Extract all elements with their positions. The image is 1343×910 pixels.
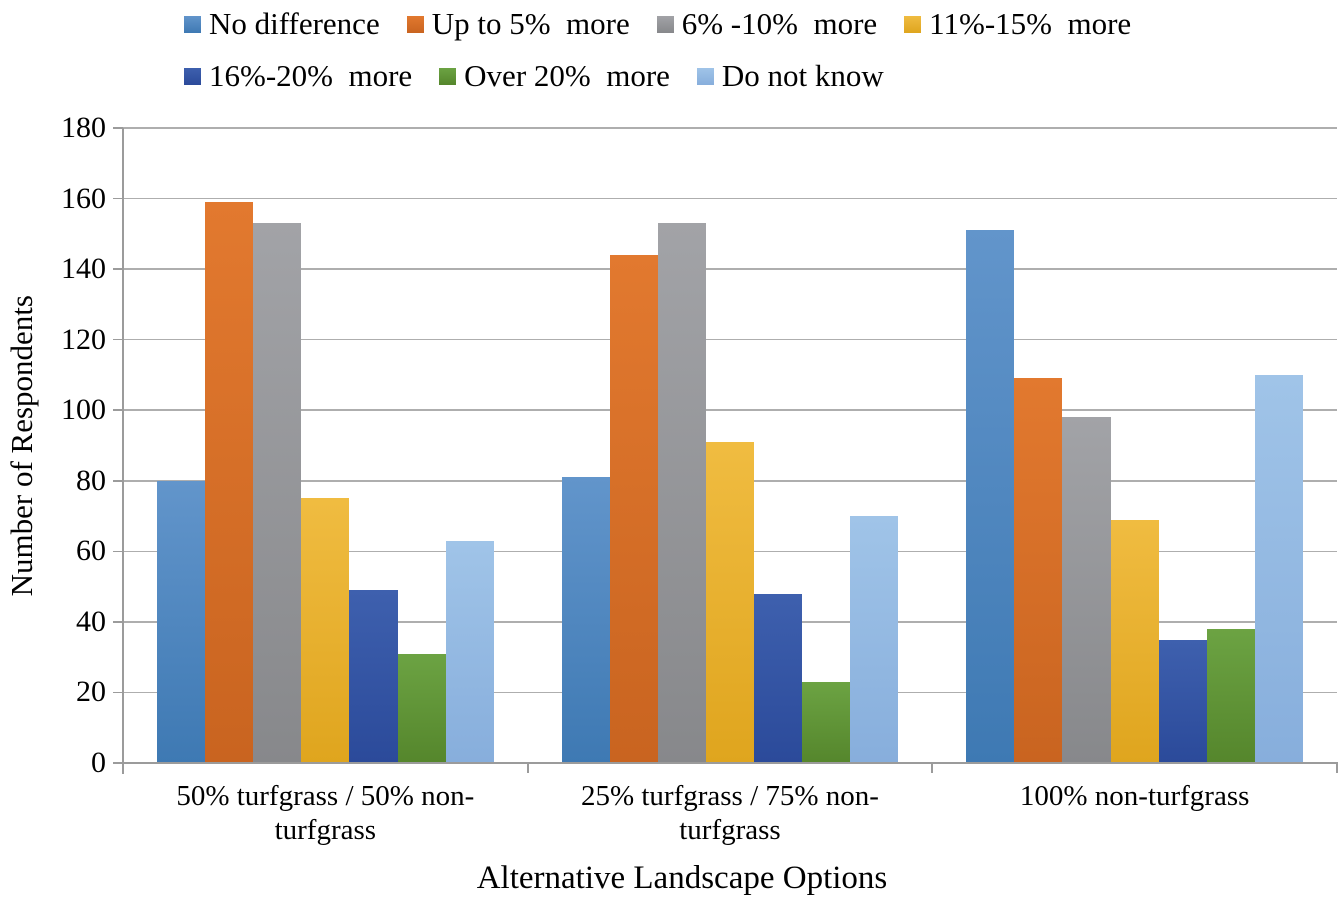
y-axis-tick [113, 338, 123, 341]
bar [802, 681, 851, 763]
legend-swatch [184, 67, 201, 85]
y-axis-tick [113, 480, 123, 482]
y-tick-label: 80 [76, 463, 106, 497]
legend-swatch [904, 15, 922, 33]
y-axis-tick [113, 550, 123, 553]
legend-label: Do not know [721, 58, 884, 93]
x-axis-tick [526, 763, 529, 773]
y-axis-line [122, 128, 124, 774]
bar [253, 223, 302, 763]
bar [349, 590, 398, 763]
legend-label: 16%-20% more [209, 58, 413, 93]
legend-item: 16%-20% more [184, 56, 412, 96]
bar [156, 480, 205, 763]
y-tick-label: 180 [61, 111, 106, 144]
legend-item: Up to 5% more [406, 4, 630, 44]
y-axis-tick [113, 409, 123, 411]
x-category-label-text: 100% non-turfgrass [1019, 780, 1250, 812]
x-category-label: 100% non-turfgrass [932, 779, 1337, 813]
bar [1110, 519, 1159, 763]
bar [754, 593, 803, 763]
legend-swatch [406, 15, 424, 33]
bar [1014, 378, 1063, 763]
legend-item: Do not know [696, 56, 884, 96]
y-tick-label: 140 [61, 252, 106, 286]
bar [445, 540, 494, 763]
bar [609, 255, 658, 763]
y-tick-label: 20 [76, 675, 106, 709]
legend-swatch [696, 67, 714, 85]
bar [850, 516, 899, 763]
x-category-label: 50% turfgrass / 50% non-turfgrass [123, 779, 528, 847]
y-tick-label: 0 [91, 746, 106, 779]
y-axis-title-text: Number of Respondents [4, 294, 39, 597]
legend-row-1: No difference Up to 5% more 6% -10% more 11… [184, 4, 1131, 44]
y-axis-title: Number of Respondents [0, 128, 44, 763]
legend-item: Over 20% more [439, 56, 670, 96]
bar [1255, 374, 1304, 763]
bar [1158, 639, 1207, 763]
legend-swatch [656, 15, 674, 33]
y-axis-tick [113, 621, 123, 623]
x-category-label: 25% turfgrass / 75% non-turfgrass [528, 779, 933, 847]
legend-label: Over 20% more [464, 58, 670, 93]
legend-item: 6% -10% more [656, 4, 878, 44]
legend-label: Up to 5% more [431, 6, 630, 41]
y-axis-tick [113, 127, 123, 129]
y-tick-label: 100 [61, 393, 106, 427]
bar [204, 202, 254, 763]
legend-item: No difference [184, 4, 380, 44]
x-axis-tick [931, 763, 934, 773]
bar [561, 477, 610, 763]
plot-area [123, 127, 1337, 763]
x-category-label-text: 25% turfgrass / 75% non-turfgrass [580, 780, 879, 846]
legend-item: 11%-15% more [904, 4, 1131, 44]
x-category-label-text: 50% turfgrass / 50% non-turfgrass [176, 780, 475, 846]
x-axis-tick [1336, 763, 1338, 773]
x-axis-line [123, 762, 1338, 764]
bar [1062, 417, 1111, 763]
y-tick-label: 160 [61, 181, 106, 215]
gridline [123, 127, 1337, 129]
y-axis-tick [113, 691, 123, 694]
gridline [123, 409, 1337, 411]
bar [966, 230, 1015, 763]
y-tick-label: 40 [76, 604, 106, 638]
y-axis-tick [113, 268, 123, 270]
x-axis-tick [122, 763, 124, 773]
gridline [123, 338, 1337, 341]
x-axis-title: Alternative Landscape Options [476, 860, 888, 896]
y-axis-tick [113, 762, 123, 764]
gridline [123, 268, 1337, 270]
y-axis-tick [113, 197, 123, 200]
legend-label: 11%-15% more [929, 6, 1132, 41]
legend-row-2: 16%-20% more Over 20% more Do not know [184, 56, 884, 96]
bar [1206, 628, 1255, 763]
bar [301, 498, 350, 763]
bar [397, 653, 446, 763]
legend-swatch [184, 15, 201, 33]
bar [705, 441, 755, 763]
gridline [123, 197, 1337, 200]
legend-swatch [439, 67, 457, 85]
y-tick-label: 60 [76, 534, 106, 568]
legend-label: 6% -10% more [681, 6, 878, 41]
y-tick-label: 120 [61, 322, 106, 356]
legend-label: No difference [209, 6, 380, 41]
bar [657, 223, 706, 763]
